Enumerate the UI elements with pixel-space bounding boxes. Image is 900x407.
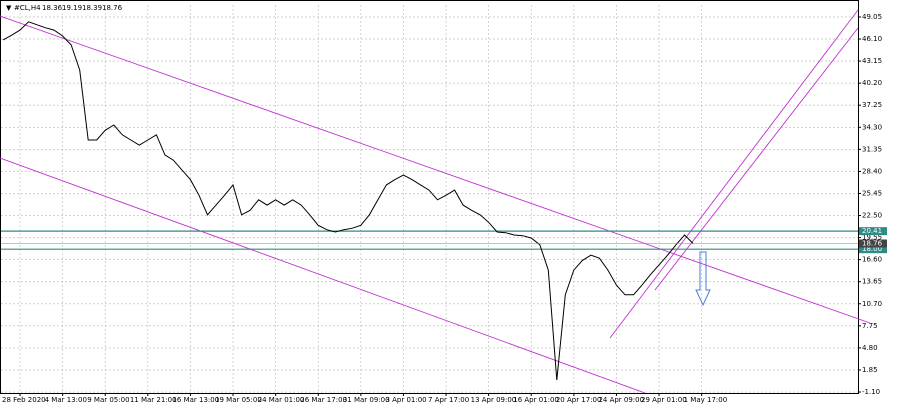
- y-tick-label: 43.15: [862, 57, 882, 65]
- marks: [1, 21, 858, 381]
- x-tick-label: 9 Mar 05:00: [87, 396, 129, 404]
- trend-line: [0, 157, 646, 394]
- y-tick-label: 37.25: [862, 101, 882, 109]
- plot-frame: [0, 0, 859, 394]
- ohlc-value: 18.39: [82, 4, 102, 12]
- price-line: [2, 21, 694, 381]
- y-tick-label: 49.05: [862, 13, 882, 21]
- trend-line: [654, 27, 859, 291]
- symbol: #CL,H4: [14, 4, 41, 12]
- x-tick-label: 4 Mar 13:00: [45, 396, 87, 404]
- x-tick-label: 20 Apr 17:00: [556, 396, 602, 404]
- x-tick-label: 26 Mar 17:00: [300, 396, 347, 404]
- x-tick-label: 19 Mar 05:00: [215, 396, 262, 404]
- x-tick-label: 24 Apr 09:00: [598, 396, 644, 404]
- trend-line: [609, 9, 859, 339]
- level-label: 20.41: [862, 227, 882, 235]
- y-tick-label: 16.60: [862, 256, 882, 264]
- ohlc-value: 18.36: [42, 4, 63, 12]
- y-tick-label: 31.35: [862, 145, 882, 153]
- x-tick-label: 24 Mar 01:00: [258, 396, 305, 404]
- y-tick-label: 1.85: [862, 366, 878, 374]
- ohlc-value: 18.76: [102, 4, 123, 12]
- x-tick-label: 28 Feb 2020: [2, 396, 46, 404]
- y-tick-label: 46.10: [862, 35, 882, 43]
- level-label: 18.00: [862, 245, 882, 253]
- trend-line: [0, 15, 871, 324]
- y-tick-label: 10.70: [862, 300, 882, 308]
- y-tick-label: 34.30: [862, 123, 882, 131]
- x-tick-label: 29 Apr 01:00: [641, 396, 687, 404]
- x-tick-label: 3 Apr 01:00: [385, 396, 426, 404]
- grid: [1, 5, 858, 393]
- last-price-tag: [859, 239, 887, 248]
- y-tick-label: 40.20: [862, 79, 882, 87]
- x-tick-label: 7 Apr 17:00: [428, 396, 469, 404]
- x-tick-label: 13 Apr 09:00: [471, 396, 517, 404]
- x-tick-label: 1 May 17:00: [684, 396, 728, 404]
- y-tick-label: 28.40: [862, 167, 882, 175]
- level-tag: [859, 245, 887, 254]
- last-price-label: 18.76: [862, 239, 883, 247]
- header-arrow: ▼: [6, 4, 12, 12]
- y-tick-label: -1.10: [862, 388, 880, 396]
- x-tick-label: 31 Mar 09:00: [343, 396, 390, 404]
- y-tick-label: 4.80: [862, 344, 878, 352]
- arrow: [695, 251, 711, 307]
- x-tick-label: 16 Mar 13:00: [172, 396, 219, 404]
- y-tick-label: 19.55: [862, 234, 882, 242]
- y-tick-label: 25.45: [862, 189, 882, 197]
- ohlc-value: 19.19: [62, 4, 82, 12]
- y-tick-label: 13.65: [862, 278, 882, 286]
- y-tick-label: 22.50: [862, 212, 882, 220]
- x-tick-label: 16 Apr 01:00: [513, 396, 559, 404]
- y-tick-label: 7.75: [862, 322, 878, 330]
- level-tag: [859, 227, 887, 236]
- x-tick-label: 11 Mar 21:00: [130, 396, 177, 404]
